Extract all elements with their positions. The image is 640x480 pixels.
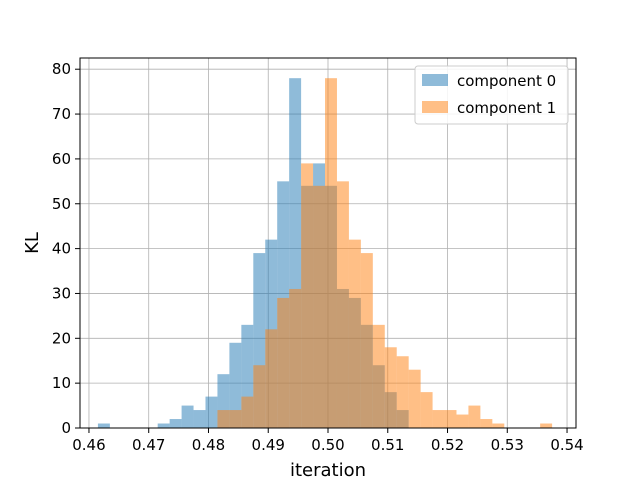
y-tick-label: 20 [52,329,71,347]
y-tick-label: 80 [52,60,71,78]
x-tick-label: 0.50 [311,436,344,454]
histogram-bar-series-1 [217,410,230,428]
x-tick-label: 0.47 [132,436,165,454]
histogram-bar-series-1 [444,410,457,428]
histogram-bar-series-0 [289,78,302,428]
legend-swatch [422,74,448,86]
histogram-bar-series-1 [348,239,361,428]
legend-swatch [422,101,448,113]
y-tick-label: 70 [52,105,71,123]
histogram-bar-series-0 [193,410,206,428]
x-axis-title: iteration [290,460,366,480]
legend-box [414,65,569,125]
histogram-bar-series-1 [325,78,337,428]
histogram-bar-series-1 [265,329,278,428]
histogram-bar-series-1 [480,419,493,428]
tick-labels: 0.46 0.47 0.48 0.49 0.50 0.51 0.52 0.53 0.54 0 10 2… [52,60,584,454]
histogram-bar-series-1 [313,185,326,428]
histogram-bar-series-1 [468,405,481,428]
y-tick-label: 0 [61,419,71,437]
x-tick-label: 0.48 [192,436,225,454]
histogram-bar-series-1 [301,163,314,429]
y-tick-label: 60 [52,150,71,168]
histogram-bar-series-1 [384,347,397,428]
histogram-bar-series-1 [289,288,302,428]
x-tick-label: 0.53 [491,436,524,454]
x-tick-label: 0.54 [550,436,583,454]
x-tick-label: 0.51 [371,436,404,454]
x-tick-label: 0.46 [72,436,105,454]
histogram-bar-series-1 [360,253,373,428]
histogram-bar-series-1 [420,392,433,428]
histogram-bar-series-1 [277,297,290,428]
histogram-bar-series-1 [456,414,469,428]
histogram-bar-series-1 [408,369,421,428]
histogram-bar-series-0 [241,324,254,428]
y-axis-title: KL [22,232,43,254]
histogram-bar-series-1 [229,410,242,428]
legend: component 0 component 1 [414,65,569,125]
y-tick-label: 30 [52,284,71,302]
histogram-bar-series-1 [336,181,349,428]
histogram-bar-series-1 [396,356,409,428]
histogram-bar-series-0 [157,423,170,428]
histogram-bar-series-0 [229,342,242,428]
y-tick-label: 40 [52,240,71,258]
histogram-bar-series-0 [217,374,230,428]
histogram-bar-series-1 [372,324,385,428]
histogram-bar-series-0 [205,396,218,428]
legend-label: component 0 [457,72,556,90]
y-tick-label: 10 [52,374,71,392]
histogram-bar-series-1 [241,396,254,428]
axes [75,57,577,433]
histogram-bar-series-0 [253,253,266,428]
histogram-bar-series-1 [492,423,505,428]
histogram-bar-series-0 [181,405,194,428]
histogram-bar-series-0 [169,419,182,428]
x-tick-label: 0.52 [431,436,464,454]
histogram-bar-series-1 [432,410,445,428]
legend-label: component 1 [457,99,556,117]
histogram-bar-series-1 [253,365,266,428]
histogram-bar-series-0 [97,423,110,428]
y-tick-label: 50 [52,195,71,213]
x-tick-label: 0.49 [252,436,285,454]
histogram-bar-series-1 [540,423,553,428]
histogram-bars [97,78,553,429]
